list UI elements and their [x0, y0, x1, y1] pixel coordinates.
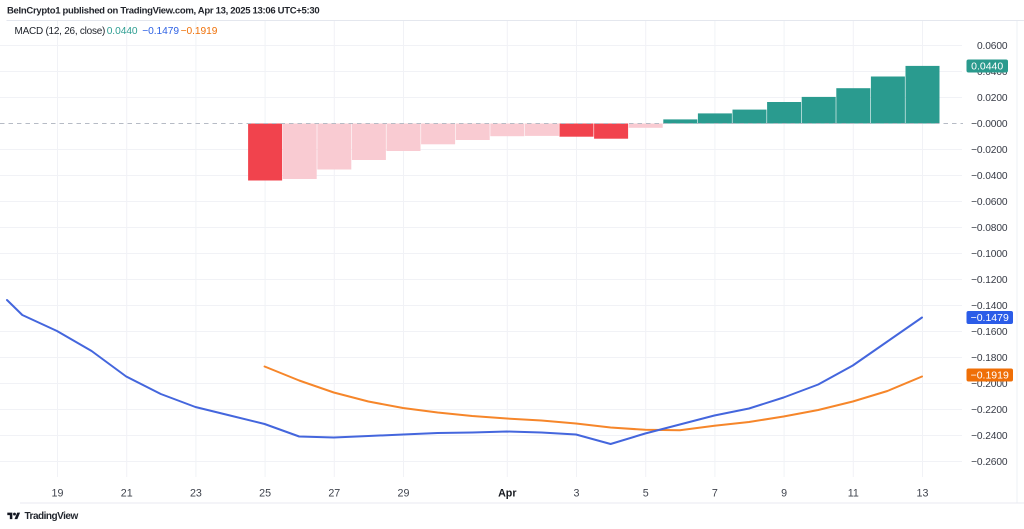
svg-text:0.0200: 0.0200 — [977, 93, 1008, 104]
svg-text:23: 23 — [190, 487, 202, 499]
svg-text:27: 27 — [328, 487, 340, 499]
svg-text:7: 7 — [712, 487, 718, 499]
svg-text:−0.0000: −0.0000 — [971, 119, 1008, 130]
svg-text:Apr: Apr — [498, 487, 516, 499]
svg-text:BeInCrypto1 published on Tradi: BeInCrypto1 published on TradingView.com… — [7, 6, 319, 17]
svg-text:0.0440: 0.0440 — [971, 60, 1003, 72]
svg-text:21: 21 — [121, 487, 133, 499]
svg-text:0.0600: 0.0600 — [977, 41, 1008, 52]
svg-text:−0.2000: −0.2000 — [971, 379, 1008, 390]
svg-text:−0.2400: −0.2400 — [971, 431, 1008, 442]
svg-text:19: 19 — [52, 487, 64, 499]
svg-text:MACD (12, 26, close): MACD (12, 26, close) — [15, 26, 106, 37]
svg-text:−0.1479: −0.1479 — [971, 312, 1009, 324]
svg-text:−0.1919: −0.1919 — [971, 369, 1009, 381]
svg-text:5: 5 — [643, 487, 649, 499]
svg-text:−0.1200: −0.1200 — [971, 275, 1008, 286]
svg-text:−0.2200: −0.2200 — [971, 405, 1008, 416]
svg-text:0.0440: 0.0440 — [107, 26, 138, 37]
svg-text:29: 29 — [398, 487, 410, 499]
svg-text:13: 13 — [917, 487, 929, 499]
svg-text:−0.1400: −0.1400 — [971, 301, 1008, 312]
svg-text:−0.0800: −0.0800 — [971, 223, 1008, 234]
svg-text:9: 9 — [781, 487, 787, 499]
svg-text:−0.2600: −0.2600 — [971, 457, 1008, 468]
svg-text:−0.1000: −0.1000 — [971, 249, 1008, 260]
svg-text:−0.1919: −0.1919 — [181, 26, 218, 37]
svg-text:−0.1800: −0.1800 — [971, 353, 1008, 364]
svg-text:−0.1479: −0.1479 — [142, 26, 179, 37]
svg-text:−0.0400: −0.0400 — [971, 171, 1008, 182]
svg-text:−0.0600: −0.0600 — [971, 197, 1008, 208]
svg-text:0.0400: 0.0400 — [977, 67, 1008, 78]
svg-text:25: 25 — [259, 487, 271, 499]
svg-text:−0.0200: −0.0200 — [971, 145, 1008, 156]
svg-text:−0.1600: −0.1600 — [971, 327, 1008, 338]
svg-text:3: 3 — [574, 487, 580, 499]
svg-text:TradingView: TradingView — [25, 511, 79, 522]
svg-text:11: 11 — [848, 487, 859, 499]
